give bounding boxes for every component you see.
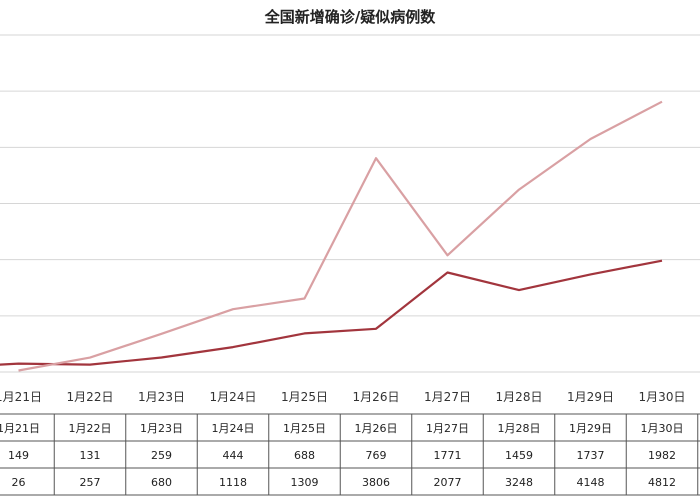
x-tick-label: 1月27日 [424,390,471,404]
table-value-cell: 3248 [505,476,533,489]
x-tick-label: 1月30日 [639,390,686,404]
table-header-cell: 1月23日 [140,422,183,435]
table-value-cell: 444 [223,449,244,462]
chart-title: 全国新增确诊/疑似病例数 [264,8,436,26]
x-tick-label: 1月26日 [353,390,400,404]
table-value-cell: 1309 [291,476,319,489]
x-tick-label: 1月21日 [0,390,42,404]
table-value-cell: 769 [366,449,387,462]
table-value-cell: 4812 [648,476,676,489]
x-tick-label: 1月25日 [281,390,328,404]
table-header-cell: 1月28日 [498,422,541,435]
table-value-cell: 259 [151,449,172,462]
table-value-cell: 149 [8,449,29,462]
table-header-cell: 1月30日 [641,422,684,435]
x-tick-label: 1月28日 [496,390,543,404]
x-tick-label: 1月29日 [567,390,614,404]
table-value-cell: 257 [80,476,101,489]
table-value-cell: 1459 [505,449,533,462]
table-header-cell: 1月21日 [0,422,40,435]
table-value-cell: 2077 [434,476,462,489]
x-tick-label: 1月22日 [67,390,114,404]
table-value-cell: 688 [294,449,315,462]
table-value-cell: 3806 [362,476,390,489]
table-header-cell: 1月22日 [69,422,112,435]
x-tick-label: 1月24日 [210,390,257,404]
table-header-cell: 1月27日 [426,422,469,435]
table-header-cell: 1月26日 [355,422,398,435]
table-value-cell: 4148 [577,476,605,489]
table-header-cell: 1月25日 [283,422,326,435]
table-value-cell: 680 [151,476,172,489]
series-line-2 [18,100,663,372]
table-header-cell: 1月24日 [212,422,255,435]
x-tick-label: 1月23日 [138,390,185,404]
table-value-cell: 131 [80,449,101,462]
table-value-cell: 1982 [648,449,676,462]
table-value-cell: 1771 [434,449,462,462]
table-value-cell: 26 [12,476,26,489]
table-value-cell: 1737 [577,449,605,462]
table-header-cell: 1月29日 [569,422,612,435]
table-value-cell: 1118 [219,476,247,489]
series-line-1 [0,259,663,366]
